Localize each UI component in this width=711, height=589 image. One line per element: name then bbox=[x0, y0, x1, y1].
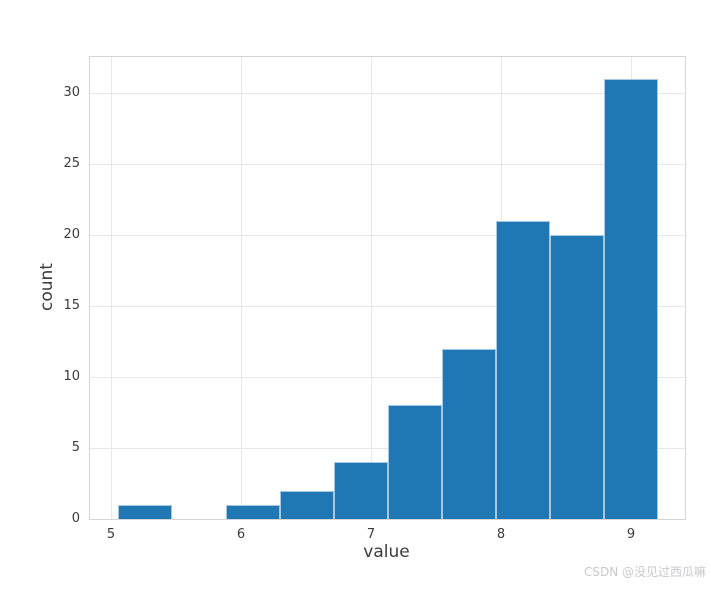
histogram-bar bbox=[442, 348, 497, 519]
histogram-bar bbox=[388, 405, 443, 519]
x-tick-label: 8 bbox=[496, 527, 506, 542]
histogram-bar bbox=[334, 462, 389, 519]
y-gridline bbox=[90, 234, 685, 236]
histogram-bar bbox=[550, 235, 604, 519]
y-tick-label: 10 bbox=[63, 369, 80, 385]
y-tick-label: 30 bbox=[63, 85, 80, 101]
x-tick-label: 7 bbox=[366, 527, 376, 542]
y-tick-label: 20 bbox=[63, 227, 80, 243]
histogram-bar bbox=[118, 504, 173, 519]
y-tick-label: 25 bbox=[63, 156, 80, 172]
histogram-bar bbox=[496, 220, 551, 519]
y-gridline bbox=[90, 447, 685, 449]
csdn-watermark: CSDN @没见过西瓜嘛 bbox=[583, 565, 706, 579]
y-gridline bbox=[90, 376, 685, 378]
x-gridline bbox=[110, 57, 112, 519]
y-gridline bbox=[90, 305, 685, 307]
histogram-bar bbox=[226, 504, 281, 519]
y-gridline bbox=[90, 163, 685, 165]
x-tick-label: 5 bbox=[106, 527, 116, 542]
y-tick-label: 15 bbox=[63, 298, 80, 314]
y-tick-label: 5 bbox=[71, 440, 80, 456]
x-axis-label: value bbox=[363, 542, 410, 562]
histogram-bar bbox=[604, 79, 659, 519]
x-tick-label: 6 bbox=[236, 527, 246, 542]
y-gridline bbox=[90, 92, 685, 94]
x-gridline bbox=[370, 57, 372, 519]
x-gridline bbox=[240, 57, 242, 519]
y-tick-label: 0 bbox=[71, 511, 80, 526]
x-tick-label: 9 bbox=[626, 527, 636, 542]
histogram-bar bbox=[280, 490, 334, 519]
plot-area: 0 5 10 15 20 25 30 5 6 7 8 9 bbox=[63, 56, 686, 542]
